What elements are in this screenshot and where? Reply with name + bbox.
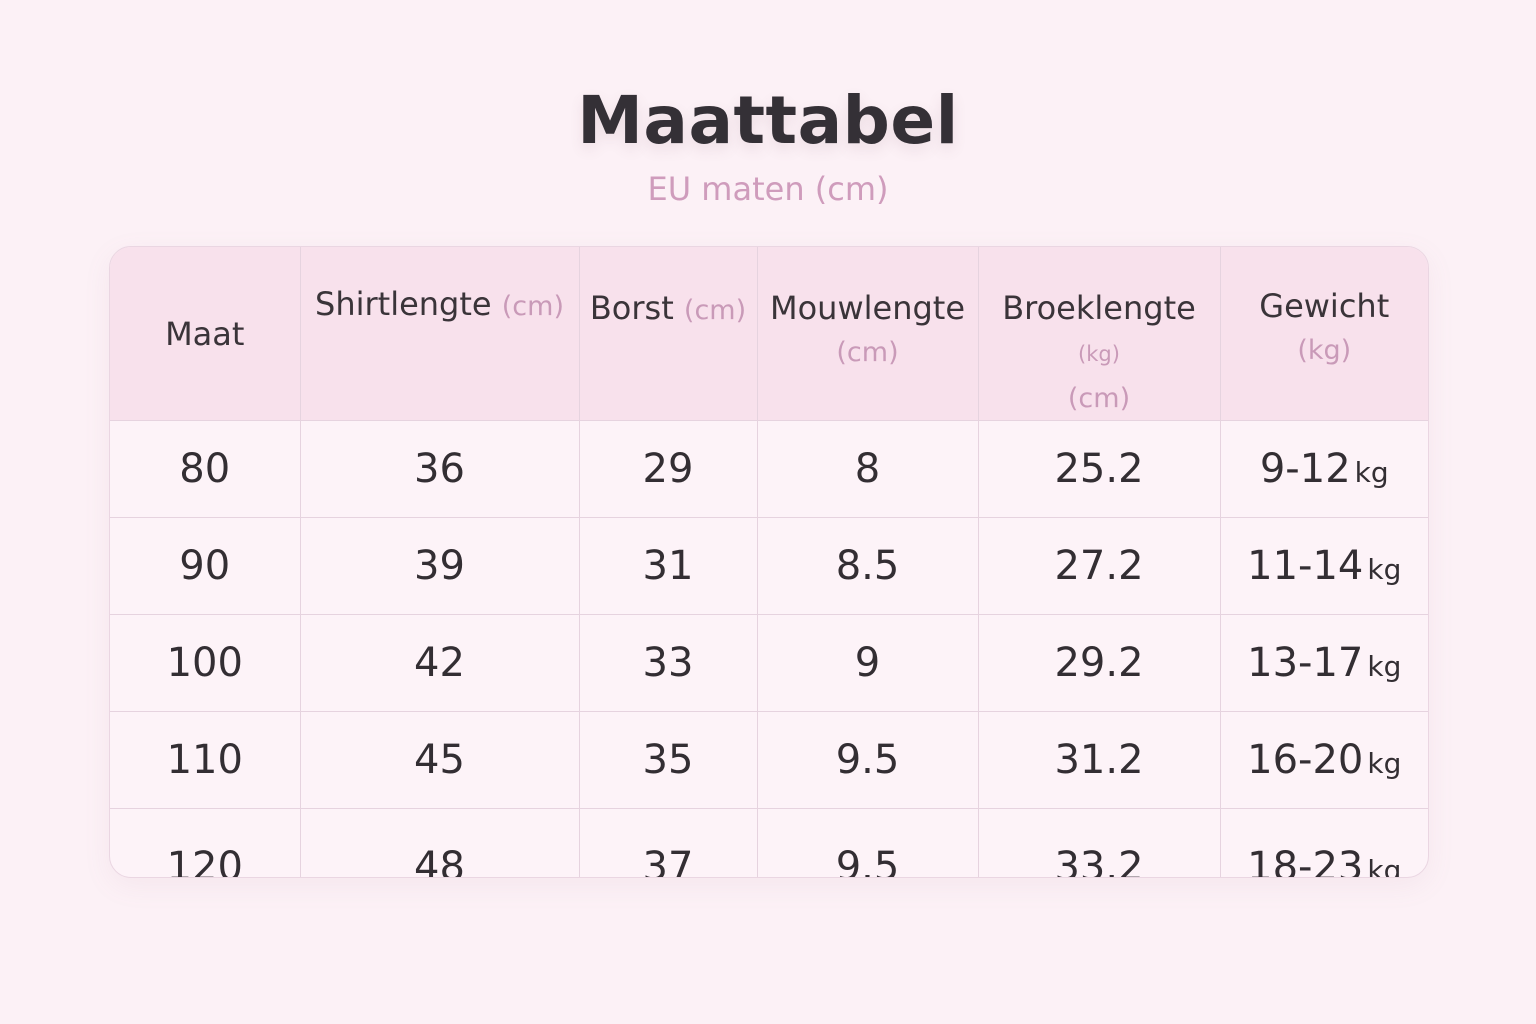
cell-broeklengte: 29.2 <box>977 614 1221 712</box>
header-unit: (cm) <box>836 337 899 368</box>
header-mouwlengte: Mouwlengte (cm) <box>756 247 979 421</box>
page-subtitle: EU maten (cm) <box>647 170 889 208</box>
header-borst: Borst (cm) <box>578 247 758 421</box>
cell-maat: 90 <box>110 517 301 615</box>
gewicht-unit: kg <box>1354 456 1389 489</box>
cell-shirtlengte: 48 <box>299 808 580 877</box>
header-broeklengte: Broeklengte (kg) (cm) <box>977 247 1221 421</box>
header-unit: (kg) <box>1297 335 1352 366</box>
cell-gewicht: 9-12 kg <box>1219 420 1428 518</box>
header-gewicht: Gewicht (kg) <box>1219 247 1428 421</box>
gewicht-value: 16-20 <box>1247 737 1364 783</box>
header-label: Shirtlengte <box>315 285 492 323</box>
cell-broeklengte: 31.2 <box>977 711 1221 809</box>
gewicht-unit: kg <box>1367 650 1402 683</box>
size-table-container: Maat Shirtlengte (cm) Borst (cm) Mouwlen… <box>109 246 1429 878</box>
header-label: Maat <box>165 314 245 353</box>
gewicht-unit: kg <box>1367 854 1402 878</box>
cell-mouwlengte: 9.5 <box>756 808 979 877</box>
cell-borst: 29 <box>578 420 758 518</box>
header-label: Mouwlengte <box>769 289 966 327</box>
gewicht-value: 18-23 <box>1247 844 1364 878</box>
cell-gewicht: 16-20 kg <box>1219 711 1428 809</box>
header-maat: Maat <box>110 247 301 421</box>
cell-broeklengte: 33.2 <box>977 808 1221 877</box>
header-unit-small: (kg) <box>1078 342 1120 366</box>
cell-shirtlengte: 45 <box>299 711 580 809</box>
cell-borst: 35 <box>578 711 758 809</box>
cell-maat: 110 <box>110 711 301 809</box>
cell-mouwlengte: 8.5 <box>756 517 979 615</box>
cell-mouwlengte: 8 <box>756 420 979 518</box>
header-label: Gewicht <box>1259 287 1390 325</box>
cell-shirtlengte: 39 <box>299 517 580 615</box>
table-row: 100 42 33 9 29.2 13-17 kg <box>110 614 1428 712</box>
cell-shirtlengte: 36 <box>299 420 580 518</box>
header-unit: (cm) <box>1067 383 1131 414</box>
cell-broeklengte: 25.2 <box>977 420 1221 518</box>
table-row: 90 39 31 8.5 27.2 11-14 kg <box>110 517 1428 615</box>
size-table: Maat Shirtlengte (cm) Borst (cm) Mouwlen… <box>110 247 1428 878</box>
cell-gewicht: 13-17 kg <box>1219 614 1428 712</box>
cell-borst: 31 <box>578 517 758 615</box>
header-unit: (cm) <box>501 291 564 322</box>
cell-mouwlengte: 9.5 <box>756 711 979 809</box>
cell-gewicht: 11-14 kg <box>1219 517 1428 615</box>
table-row: 110 45 35 9.5 31.2 16-20 kg <box>110 711 1428 809</box>
page-title: Maattabel <box>577 82 959 159</box>
header-shirtlengte: Shirtlengte (cm) <box>299 247 580 421</box>
cell-shirtlengte: 42 <box>299 614 580 712</box>
gewicht-unit: kg <box>1367 747 1402 780</box>
header-unit: (cm) <box>683 295 747 326</box>
cell-maat: 80 <box>110 420 301 518</box>
header-label: Borst <box>589 289 674 327</box>
gewicht-value: 11-14 <box>1247 543 1364 589</box>
cell-broeklengte: 27.2 <box>977 517 1221 615</box>
cell-maat: 120 <box>110 808 301 877</box>
cell-maat: 100 <box>110 614 301 712</box>
header-label: Broeklengte <box>1002 289 1196 327</box>
cell-mouwlengte: 9 <box>756 614 979 712</box>
cell-borst: 37 <box>578 808 758 877</box>
gewicht-value: 13-17 <box>1247 640 1364 686</box>
table-row: 80 36 29 8 25.2 9-12 kg <box>110 420 1428 518</box>
cell-borst: 33 <box>578 614 758 712</box>
table-row: 120 48 37 9.5 33.2 18-23 kg <box>110 808 1428 878</box>
cell-gewicht: 18-23 kg <box>1219 808 1428 878</box>
header-row: Maat Shirtlengte (cm) Borst (cm) Mouwlen… <box>110 247 1428 421</box>
gewicht-value: 9-12 <box>1259 446 1351 492</box>
gewicht-unit: kg <box>1367 553 1402 586</box>
